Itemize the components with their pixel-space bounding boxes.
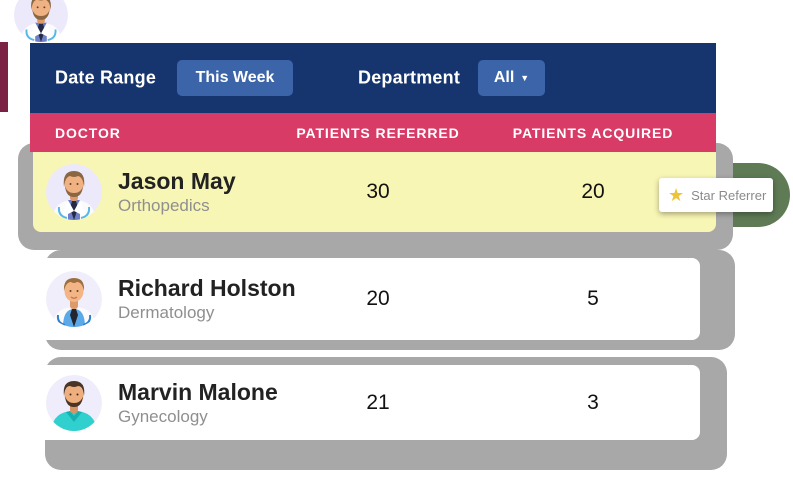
department-value: All: [493, 69, 515, 86]
patients-acquired-value: 20: [581, 180, 605, 203]
doctor-specialty: Dermatology: [118, 303, 215, 323]
patients-referred-value: 21: [366, 390, 390, 414]
left-accent-strip: [0, 42, 8, 112]
doctor-identity: Richard Holston Dermatology: [118, 275, 296, 323]
date-range-button[interactable]: This Week: [177, 60, 293, 96]
avatar: [46, 164, 102, 220]
department-dropdown[interactable]: All ▼: [478, 60, 545, 96]
star-referrer-badge: ★ Star Referrer: [659, 178, 773, 212]
doctor-name: Jason May: [118, 167, 236, 194]
avatar: [46, 374, 102, 431]
column-header-patients-referred: PATIENTS REFERRED: [296, 124, 460, 141]
table-header: DOCTOR PATIENTS REFERRED PATIENTS ACQUIR…: [30, 113, 716, 152]
filter-toolbar: Date Range This Week Department All ▼: [30, 43, 716, 113]
table-row-marvin-malone[interactable]: Marvin Malone Gynecology 21 3: [33, 365, 700, 440]
doctor-specialty: Orthopedics: [118, 196, 210, 216]
doctor-name: Richard Holston: [118, 274, 296, 301]
doctor-identity: Marvin Malone Gynecology: [118, 378, 278, 426]
caret-down-icon: ▼: [520, 72, 530, 83]
doctor-illustration: [46, 164, 102, 220]
patients-acquired-value: 3: [587, 390, 599, 414]
star-referrer-label: Star Referrer: [691, 187, 767, 203]
date-range-label: Date Range: [55, 67, 157, 88]
table-row-jason-may[interactable]: Jason May Orthopedics 30 20: [33, 152, 716, 232]
table-row-richard-holston[interactable]: Richard Holston Dermatology 20 5: [33, 258, 700, 340]
department-label: Department: [358, 67, 461, 88]
star-icon: ★: [668, 185, 685, 205]
doctor-illustration: [46, 374, 102, 431]
avatar: [46, 271, 102, 327]
patients-referred-value: 20: [366, 287, 390, 310]
patients-referred-value: 30: [366, 180, 390, 203]
doctor-illustration: [46, 271, 102, 327]
doctor-specialty: Gynecology: [118, 406, 208, 426]
doctor-identity: Jason May Orthopedics: [118, 168, 236, 216]
column-header-doctor: DOCTOR: [55, 124, 121, 141]
column-header-patients-acquired: PATIENTS ACQUIRED: [512, 124, 674, 141]
decorative-doctor-avatar: [14, 0, 68, 42]
doctor-name: Marvin Malone: [118, 378, 278, 405]
doctor-illustration: [14, 0, 68, 42]
patients-acquired-value: 5: [587, 287, 599, 310]
